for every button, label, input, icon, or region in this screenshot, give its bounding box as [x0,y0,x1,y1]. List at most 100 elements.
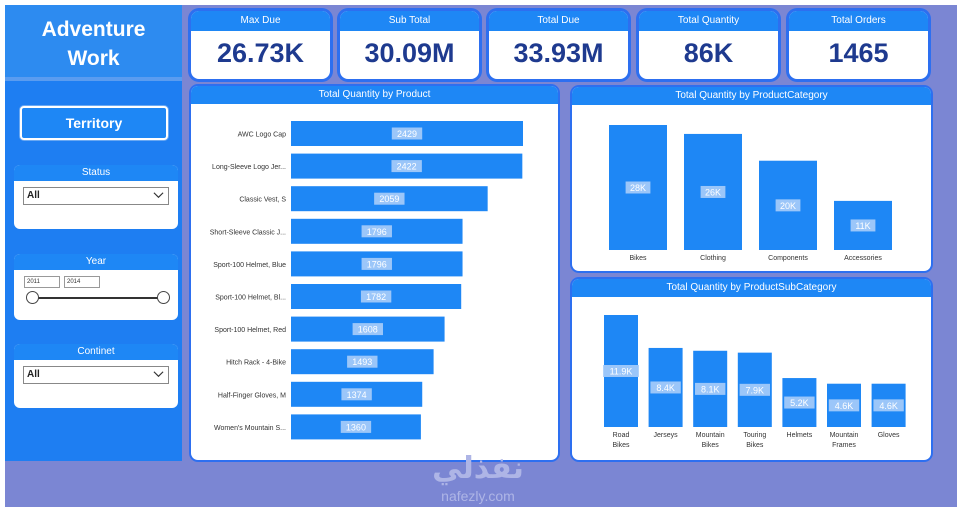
brand-line-1: Adventure [41,18,146,41]
continent-dropdown-value: All [27,369,40,380]
x-tick-label: Jerseys [654,432,679,439]
data-label: 1782 [366,292,386,302]
data-label: 1360 [346,422,366,432]
data-label-bg [603,365,639,377]
data-label: 4.6K [835,401,854,411]
brand-title: Adventure Work [5,5,182,81]
data-label: 2422 [397,162,417,172]
y-tick-label: Hitch Rack - 4-Bike [226,360,286,367]
year-from-input[interactable]: 2011 [24,276,60,288]
chart-quantity-by-subcategory: 11.9K Road Bikes 8.4K Jerseys 8.1K Mountain Bik… [603,315,906,449]
y-tick-label: Sport-100 Helmet, Bl... [215,295,286,302]
kpi-value: 86K [683,38,734,68]
x-tick-label: Mountain [830,432,859,439]
kpi-value: 26.73K [216,38,305,68]
x-tick-label: Components [768,255,808,262]
data-label-bg [850,219,876,232]
chart-title: Total Quantity by Product [191,86,558,104]
kpi-value: 30.09M [364,38,455,68]
chart-quantity-by-product: AWC Logo Cap 2429 Long-Sleeve Logo Jer... 2… [210,121,523,440]
kpi-card-max-due: Max Due 26.73K [191,11,330,79]
chevron-down-icon [153,192,164,199]
chart-title: Total Quantity by ProductSubCategory [572,279,931,297]
year-slicer: Year 2011 2014 [14,254,178,320]
data-label-bg [361,225,392,238]
kpi-title: Total Orders [789,11,928,31]
data-label-bg [873,399,904,412]
year-slider-end-handle[interactable] [157,291,170,304]
y-tick-label: Sport-100 Helmet, Red [214,327,286,334]
data-label: 1374 [347,390,367,400]
chevron-down-icon [153,371,164,378]
status-slicer-title: Status [14,165,178,181]
kpi-title: Total Due [489,11,628,31]
territory-button[interactable]: Territory [20,106,168,140]
kpi-value: 1465 [828,38,889,68]
x-tick-label: Touring [743,432,766,439]
chart-card-quantity-by-category: Total Quantity by ProductCategory 28K Bik… [572,87,931,271]
year-to-input[interactable]: 2014 [64,276,100,288]
data-label: 5.2K [790,398,809,408]
kpi-value: 33.93M [513,38,604,68]
y-tick-label: Short-Sleeve Classic J... [210,229,286,236]
watermark-arabic: نفذلي [432,451,524,486]
data-label: 1796 [367,227,387,237]
kpi-title: Sub Total [340,11,479,31]
chart-quantity-by-category: 28K Bikes 26K Clothing 20K Components 11K Acces… [609,125,892,262]
data-label-bg [340,420,372,433]
kpi-card-total-orders: Total Orders 1465 [789,11,928,79]
status-dropdown[interactable]: All [23,187,169,205]
continent-dropdown[interactable]: All [23,366,169,384]
x-tick-label: Gloves [878,432,900,439]
y-tick-label: Half-Finger Gloves, M [218,392,286,399]
data-label: 1796 [367,259,387,269]
y-tick-label: AWC Logo Cap [238,132,286,139]
x-tick-label: Clothing [700,255,726,262]
data-label: 8.1K [701,384,720,394]
data-label: 11.9K [610,367,633,377]
kpi-card-total-due: Total Due 33.93M [489,11,628,79]
data-label-bg [625,181,651,194]
kpi-card-sub-total: Sub Total 30.09M [340,11,479,79]
data-label: 7.9K [746,385,765,395]
data-label-bg [347,355,378,368]
data-label-bg [391,160,422,173]
data-label: 1493 [352,357,372,367]
x-tick-label: Mountain [696,432,725,439]
x-tick-label: Road [613,432,630,439]
x-tick-label: Frames [832,442,856,449]
x-tick-label: Helmets [787,432,813,439]
year-slicer-title: Year [14,254,178,270]
x-tick-label: Bikes [629,255,647,262]
y-tick-label: Women's Mountain S... [214,425,286,432]
x-tick-label: Bikes [702,442,720,449]
data-label-bg [391,127,423,140]
kpi-card-total-quantity: Total Quantity 86K [639,11,778,79]
kpi-title: Max Due [191,11,330,31]
data-label: 26K [705,187,721,197]
year-slider-start-handle[interactable] [26,291,39,304]
watermark: نفذلي nafezly.com [408,450,548,510]
x-tick-label: Accessories [844,255,882,262]
data-label-bg [784,396,815,409]
data-label-bg [341,388,372,401]
y-tick-label: Classic Vest, S [239,197,286,204]
chart-card-quantity-by-subcategory: Total Quantity by ProductSubCategory 11.… [572,279,931,460]
x-tick-label: Bikes [612,442,630,449]
continent-slicer: Continet All [14,344,178,408]
data-label: 8.4K [656,383,675,393]
data-label-bg [695,382,726,395]
data-label-bg [374,192,405,205]
year-slider-track[interactable] [31,297,162,299]
data-label: 2429 [397,129,417,139]
data-label: 2059 [379,194,399,204]
data-label-bg [739,383,770,396]
kpi-title: Total Quantity [639,11,778,31]
status-slicer: Status All [14,165,178,229]
status-dropdown-value: All [27,190,40,201]
chart-title: Total Quantity by ProductCategory [572,87,931,105]
brand-line-2: Work [67,47,120,70]
data-label-bg [650,381,681,394]
data-label-bg [775,199,801,212]
data-label-bg [700,185,726,198]
